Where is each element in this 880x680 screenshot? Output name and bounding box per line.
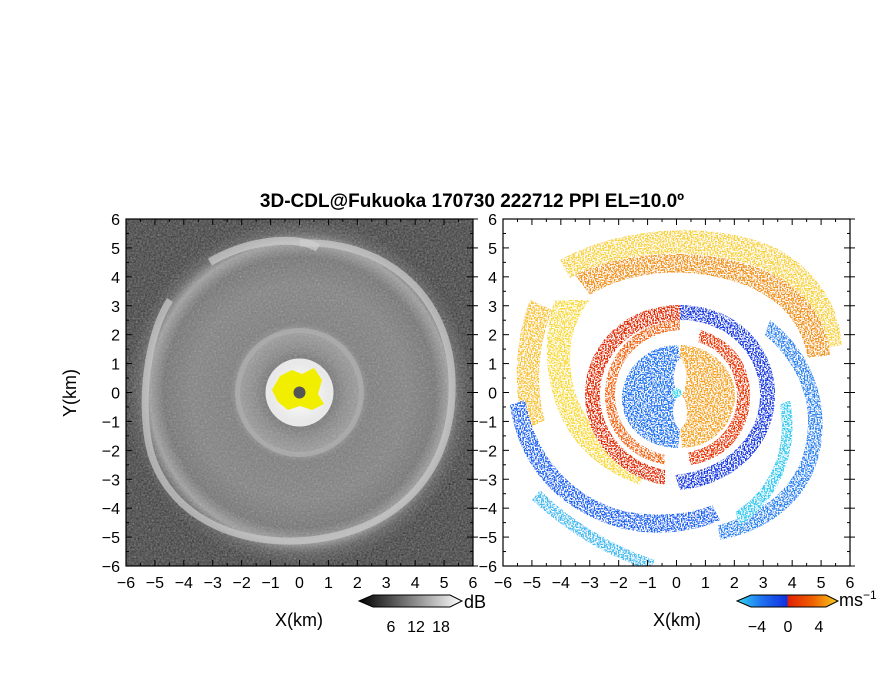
velocity-xtick-label: 0 bbox=[672, 575, 681, 592]
reflectivity-xtick-label: −6 bbox=[117, 575, 135, 592]
reflectivity-ytick-label: 1 bbox=[111, 357, 120, 374]
reflectivity-colorbar-tick-2: 18 bbox=[432, 619, 450, 636]
velocity-ytick-label: 2 bbox=[488, 328, 497, 345]
reflectivity-ytick-label: −5 bbox=[102, 530, 120, 547]
reflectivity-xtick-label: 2 bbox=[353, 575, 362, 592]
velocity-ring-orange-west bbox=[605, 320, 680, 465]
reflectivity-colorbar: 6 12 18 dB bbox=[357, 592, 486, 636]
reflectivity-ytick-label: −2 bbox=[102, 443, 120, 460]
velocity-outer-band-orange-2 bbox=[575, 254, 830, 358]
velocity-xtick-label: −2 bbox=[610, 575, 628, 592]
velocity-xlabel: X(km) bbox=[653, 610, 701, 630]
velocity-east-blue-arc bbox=[718, 320, 823, 540]
velocity-core-blue bbox=[621, 345, 680, 448]
reflectivity-xtick-label: −2 bbox=[233, 575, 251, 592]
velocity-xtick-label: −5 bbox=[523, 575, 541, 592]
velocity-xtick-label: −4 bbox=[552, 575, 570, 592]
velocity-ytick-label: 1 bbox=[488, 357, 497, 374]
velocity-east-cyan-arc bbox=[735, 400, 793, 525]
reflectivity-ytick-label: 4 bbox=[111, 270, 120, 287]
reflectivity-xtick-label: −3 bbox=[204, 575, 222, 592]
velocity-west-arc-orange bbox=[516, 300, 552, 430]
reflectivity-xtick-label: 3 bbox=[382, 575, 391, 592]
velocity-xtick-label: 3 bbox=[759, 575, 768, 592]
velocity-southwest-blue-arc bbox=[510, 400, 720, 533]
velocity-core-orange bbox=[680, 345, 735, 448]
velocity-ytick-label: 6 bbox=[488, 212, 497, 229]
velocity-ytick-label: −2 bbox=[479, 443, 497, 460]
velocity-colorbar-unit-exponent: −1 bbox=[863, 588, 877, 602]
reflectivity-xtick-label: −5 bbox=[146, 575, 164, 592]
reflectivity-ytick-label: 6 bbox=[111, 212, 120, 229]
velocity-ticks: −6 −5 −4 −3 −2 −1 0 1 2 3 4 5 6 6 5 4 3 2 1 0 −1 −2 −3 −4 −5 −6 bbox=[479, 212, 855, 592]
reflectivity-xtick-label: −4 bbox=[175, 575, 193, 592]
velocity-colorbar-unit: ms−1 bbox=[839, 588, 877, 610]
velocity-ring-red-east bbox=[688, 330, 751, 465]
velocity-colorbar-bar bbox=[735, 594, 840, 608]
velocity-xtick-label: −3 bbox=[581, 575, 599, 592]
velocity-ytick-label: −3 bbox=[479, 472, 497, 489]
reflectivity-xtick-label: 5 bbox=[440, 575, 449, 592]
reflectivity-colorbar-bar bbox=[357, 594, 464, 608]
reflectivity-ytick-label: −4 bbox=[102, 501, 120, 518]
reflectivity-ytick-label: −3 bbox=[102, 472, 120, 489]
velocity-ytick-label: 5 bbox=[488, 241, 497, 258]
reflectivity-xtick-label: 4 bbox=[411, 575, 420, 592]
velocity-ytick-label: −5 bbox=[479, 530, 497, 547]
velocity-colorbar: −4 0 4 ms−1 bbox=[735, 588, 877, 636]
velocity-xtick-label: 4 bbox=[788, 575, 797, 592]
velocity-xtick-label: −6 bbox=[494, 575, 512, 592]
reflectivity-ylabel: Y(km) bbox=[60, 369, 80, 417]
reflectivity-outer-spiral bbox=[141, 239, 456, 545]
reflectivity-ytick-label: −1 bbox=[102, 414, 120, 431]
reflectivity-ring bbox=[235, 328, 364, 457]
reflectivity-colorbar-tick-0: 6 bbox=[387, 619, 396, 636]
chart-title: 3D-CDL@Fukuoka 170730 222712 PPI EL=10.0… bbox=[260, 191, 684, 212]
velocity-ring-blue-east bbox=[675, 305, 775, 490]
reflectivity-colorbar-unit: dB bbox=[464, 592, 486, 612]
reflectivity-ytick-label: 0 bbox=[111, 386, 120, 403]
velocity-xtick-label: 5 bbox=[817, 575, 826, 592]
velocity-xtick-label: 6 bbox=[846, 575, 855, 592]
velocity-ytick-label: 4 bbox=[488, 270, 497, 287]
reflectivity-xtick-label: 0 bbox=[295, 575, 304, 592]
reflectivity-ytick-label: 2 bbox=[111, 328, 120, 345]
reflectivity-ytick-label: 3 bbox=[111, 299, 120, 316]
velocity-ytick-label: 3 bbox=[488, 299, 497, 316]
velocity-xtick-label: 1 bbox=[701, 575, 710, 592]
velocity-south-cyan-tail bbox=[532, 490, 655, 566]
reflectivity-xlabel: X(km) bbox=[275, 610, 323, 630]
reflectivity-xtick-label: 1 bbox=[324, 575, 333, 592]
reflectivity-ytick-label: −6 bbox=[102, 559, 120, 576]
velocity-colorbar-tick-1: 0 bbox=[784, 619, 793, 636]
reflectivity-xtick-label: −1 bbox=[261, 575, 279, 592]
velocity-xtick-label: 2 bbox=[730, 575, 739, 592]
velocity-ytick-label: −6 bbox=[479, 559, 497, 576]
velocity-xtick-label: −1 bbox=[638, 575, 656, 592]
reflectivity-ytick-label: 5 bbox=[111, 241, 120, 258]
velocity-center-cyan bbox=[672, 388, 682, 398]
velocity-ytick-label: −1 bbox=[479, 414, 497, 431]
reflectivity-xtick-label: 6 bbox=[469, 575, 478, 592]
velocity-colorbar-tick-0: −4 bbox=[748, 619, 766, 636]
velocity-outer-band-orange bbox=[560, 230, 842, 348]
reflectivity-colorbar-tick-1: 12 bbox=[407, 619, 425, 636]
velocity-ytick-label: −4 bbox=[479, 501, 497, 518]
velocity-colorbar-unit-base: ms bbox=[839, 590, 863, 610]
velocity-panel: −6 −5 −4 −3 −2 −1 0 1 2 3 4 5 6 6 5 4 3 2 1 0 −1 −2 −3 −4 −5 −6 X… bbox=[479, 212, 877, 636]
velocity-ytick-label: 0 bbox=[488, 386, 497, 403]
reflectivity-center-dot bbox=[293, 386, 306, 399]
reflectivity-band-top bbox=[207, 236, 321, 266]
velocity-ring-red-west bbox=[585, 305, 680, 485]
reflectivity-ticks: −6 −5 −4 −3 −2 −1 0 1 2 3 4 5 6 6 5 4 3 2 1 0 −1 −2 −3 −4 −5 −6 bbox=[102, 212, 478, 592]
velocity-colorbar-tick-2: 4 bbox=[815, 619, 824, 636]
